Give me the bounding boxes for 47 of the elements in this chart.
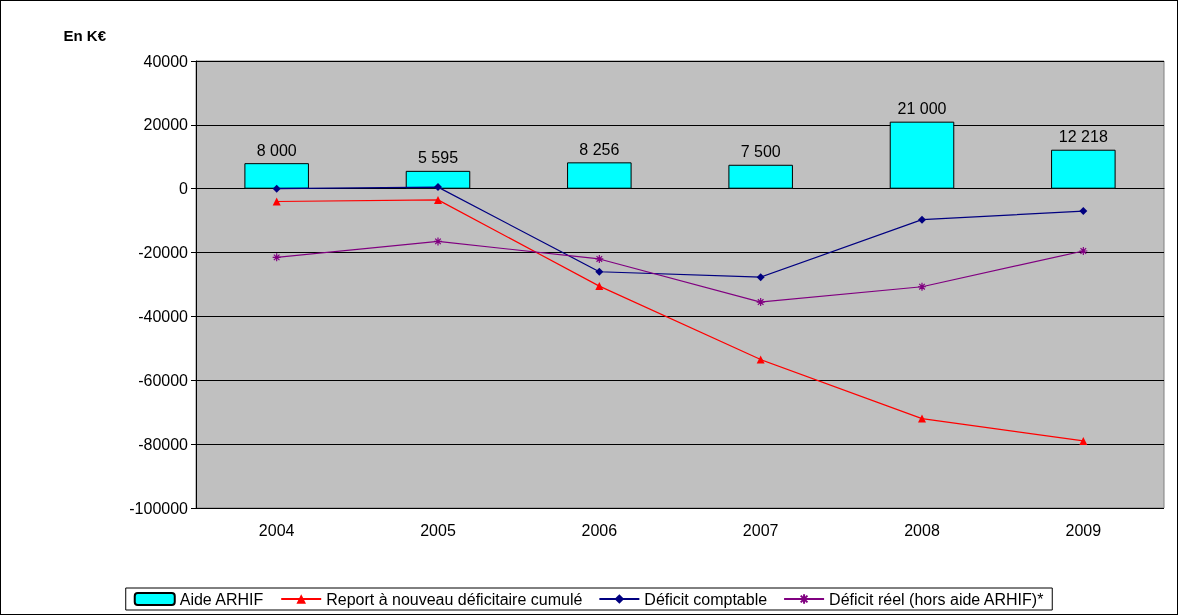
legend-label: Report à nouveau déficitaire cumulé: [326, 590, 583, 608]
data-label: 12 218: [1058, 128, 1108, 146]
point: [1079, 436, 1088, 445]
point: [1078, 246, 1088, 256]
y-tick-label: 40000: [143, 52, 189, 70]
y-tick-label: -80000: [138, 435, 189, 453]
data-label: 21 000: [897, 100, 947, 118]
data-label: 7 500: [740, 143, 781, 161]
point: [917, 282, 927, 292]
data-label: 8 256: [579, 140, 620, 158]
point: [918, 414, 926, 423]
y-axis-title: En K€: [63, 27, 107, 44]
point: [756, 273, 765, 282]
y-tick-label: 0: [179, 180, 189, 198]
legend-label: Aide ARHIF: [179, 590, 264, 608]
bar: [728, 164, 793, 189]
y-tick-label: 20000: [143, 116, 189, 134]
data-label: 5 595: [417, 149, 459, 167]
point: [756, 355, 765, 364]
point: [595, 282, 604, 291]
point: [433, 236, 443, 246]
legend-label: Déficit comptable: [644, 590, 768, 608]
point: [594, 254, 604, 264]
x-tick-label: 2009: [1065, 521, 1102, 539]
point: [272, 252, 282, 262]
x-tick-label: 2008: [904, 521, 940, 539]
legend-label: Déficit réel (hors aide ARHIF)*: [829, 590, 1044, 608]
point: [434, 183, 442, 192]
y-tick-label: -60000: [138, 371, 189, 389]
bar: [405, 170, 471, 189]
x-tick-label: 2004: [258, 521, 295, 539]
data-label: 8 000: [256, 141, 297, 159]
point: [1079, 207, 1088, 216]
y-tick-label: -100000: [129, 499, 189, 517]
x-tick-label: 2005: [420, 521, 456, 539]
y-tick-label: -40000: [138, 307, 189, 325]
point: [595, 267, 604, 276]
bar: [1051, 149, 1116, 189]
bar: [244, 163, 309, 189]
x-tick-label: 2006: [581, 521, 618, 539]
y-tick-label: -20000: [138, 244, 189, 262]
point: [434, 195, 442, 204]
x-tick-label: 2007: [742, 521, 779, 539]
point: [756, 297, 766, 307]
point: [918, 215, 926, 224]
point: [272, 184, 281, 193]
bar: [567, 162, 632, 189]
